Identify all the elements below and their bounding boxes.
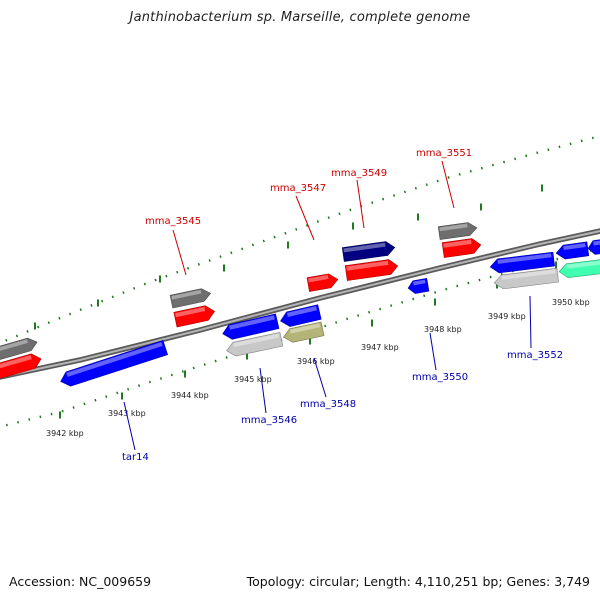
gene-feature-shine <box>229 315 275 330</box>
kbp-tick-label: 3950 kbp <box>552 298 590 307</box>
gene-feature-shine <box>0 355 32 370</box>
gene-feature-shine <box>175 306 206 318</box>
kbp-tick-label: 3946 kbp <box>297 357 335 366</box>
gene-feature-shine <box>497 253 552 264</box>
gene-feature-shine <box>286 306 318 317</box>
gene-feature-body <box>407 278 430 294</box>
gene-feature-body <box>441 238 482 258</box>
accession-text: Accession: NC_009659 <box>9 574 152 589</box>
gene-feature[interactable] <box>344 258 399 281</box>
gene-label[interactable]: mma_3551 <box>416 148 472 159</box>
gene-label-leader <box>313 357 327 398</box>
genome-summary-text: Topology: circular; Length: 4,110,251 bp… <box>246 574 590 589</box>
gene-feature[interactable] <box>437 221 478 240</box>
gene-feature[interactable] <box>489 251 555 274</box>
gene-label-leader <box>529 295 532 349</box>
gene-feature-shine <box>233 333 279 348</box>
gene-feature[interactable] <box>555 241 590 260</box>
gene-feature-shine <box>566 260 600 269</box>
kbp-tick-label: 3942 kbp <box>46 429 84 438</box>
gene-feature[interactable] <box>341 240 396 262</box>
gene-feature-body <box>0 337 38 362</box>
gene-feature-body <box>306 273 339 292</box>
gene-feature-body <box>587 238 600 255</box>
gene-feature[interactable] <box>225 331 284 357</box>
gene-feature-shine <box>290 323 321 334</box>
gene-feature-shine <box>346 260 389 271</box>
gene-label[interactable]: mma_3552 <box>507 350 563 361</box>
kbp-tick-label: 3948 kbp <box>424 325 462 334</box>
gene-feature[interactable] <box>493 267 559 290</box>
gene-feature[interactable] <box>282 321 325 344</box>
gene-feature[interactable] <box>58 339 169 388</box>
gene-feature-shine <box>413 279 426 286</box>
gene-label-leader <box>172 229 187 276</box>
gene-feature[interactable] <box>306 273 339 292</box>
gene-feature-shine <box>501 269 556 280</box>
gene-label-leader <box>123 401 136 451</box>
gene-feature-shine <box>343 242 386 253</box>
gene-feature-body <box>0 353 42 380</box>
gene-feature-shine <box>593 239 600 246</box>
kbp-tick-label: 3947 kbp <box>361 343 399 352</box>
gene-label[interactable]: mma_3550 <box>412 372 468 383</box>
gene-feature-shine <box>308 275 329 283</box>
gene-label-leader <box>295 195 315 241</box>
gene-feature-shine <box>443 239 472 248</box>
gene-feature[interactable] <box>173 304 216 328</box>
gene-label[interactable]: mma_3548 <box>300 399 356 410</box>
gene-feature[interactable] <box>558 258 600 279</box>
gene-label[interactable]: mma_3549 <box>331 168 387 179</box>
gene-label-leader <box>429 332 437 371</box>
gene-feature-shine <box>0 339 28 353</box>
gene-feature[interactable] <box>221 313 280 341</box>
kbp-tick-label: 3944 kbp <box>171 391 209 400</box>
gene-feature[interactable] <box>279 304 322 329</box>
gene-feature-shine <box>66 341 163 377</box>
gene-feature-shine <box>563 243 586 251</box>
gene-feature-shine <box>439 223 468 232</box>
map-title: Janthinobacterium sp. Marseille, complet… <box>129 10 471 25</box>
gene-label[interactable]: mma_3546 <box>241 415 297 426</box>
gene-label-leader <box>441 160 455 209</box>
genome-backbone-highlight <box>0 230 600 378</box>
gene-label-leader <box>356 179 365 229</box>
gene-feature[interactable] <box>0 336 39 362</box>
gene-label[interactable]: mma_3545 <box>145 216 201 227</box>
gene-feature-shine <box>171 289 202 300</box>
gene-label[interactable]: tar14 <box>122 452 149 463</box>
gene-feature[interactable] <box>441 237 482 258</box>
gene-feature[interactable] <box>169 287 212 309</box>
kbp-tick-label: 3949 kbp <box>488 312 526 321</box>
gene-label-leader <box>259 367 267 414</box>
gene-label[interactable]: mma_3547 <box>270 183 326 194</box>
kbp-tick-label: 3945 kbp <box>234 375 272 384</box>
gene-feature[interactable] <box>587 238 600 256</box>
gene-feature[interactable] <box>407 278 430 294</box>
gene-feature[interactable] <box>0 352 43 380</box>
